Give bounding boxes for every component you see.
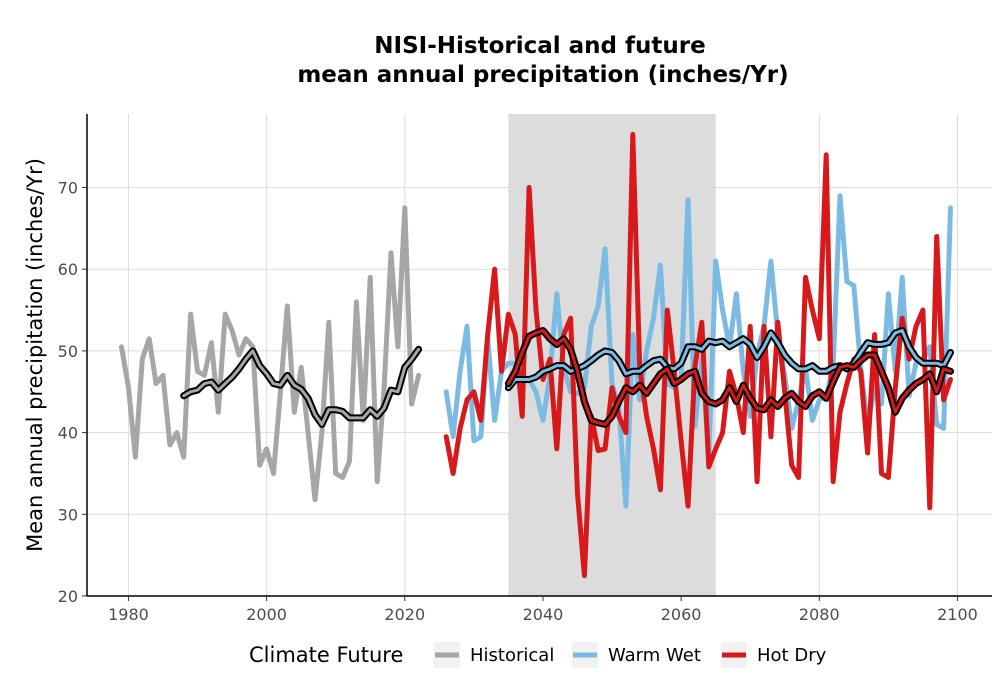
- y-tick-label: 60: [58, 260, 78, 279]
- legend-label-historical: Historical: [470, 645, 554, 666]
- smooth-line-historical: [182, 347, 421, 426]
- x-tick-label: 2020: [384, 605, 425, 624]
- y-tick-label: 40: [58, 424, 78, 443]
- chart-title-line1: NISI-Historical and future: [374, 33, 705, 59]
- legend-items: Historical Warm Wet Hot Dry: [434, 642, 827, 668]
- y-tick-label: 70: [58, 179, 78, 198]
- y-tick-label: 20: [58, 587, 78, 606]
- x-tick-label: 2080: [799, 605, 840, 624]
- legend-title: Climate Future: [249, 643, 403, 667]
- series-line-historical: [119, 205, 422, 503]
- smooth-layer: [180, 327, 954, 428]
- x-tick-label: 2100: [937, 605, 978, 624]
- smooth-line-warm-wet: [506, 329, 952, 390]
- y-tick-label: 30: [58, 505, 78, 524]
- legend-label-warm-wet: Warm Wet: [608, 645, 701, 666]
- legend: Climate Future Historical Warm Wet Hot Dry: [249, 642, 827, 668]
- x-tick-label: 2000: [246, 605, 287, 624]
- y-tick-label: 50: [58, 342, 78, 361]
- legend-label-hot-dry: Hot Dry: [757, 645, 827, 666]
- x-tick-label: 2040: [523, 605, 564, 624]
- x-tick-label: 1980: [108, 605, 149, 624]
- axis-layer: 1980 2000 2020 2040 2060 2080 2100 20 30 40 50 60 70: [58, 114, 992, 624]
- y-axis-title: Mean annual precipitation (inches/Yr): [23, 158, 47, 552]
- smooth-line-hot-dry: [506, 329, 952, 426]
- x-tick-label: 2060: [661, 605, 702, 624]
- chart-title-line2: mean annual precipitation (inches/Yr): [297, 62, 788, 88]
